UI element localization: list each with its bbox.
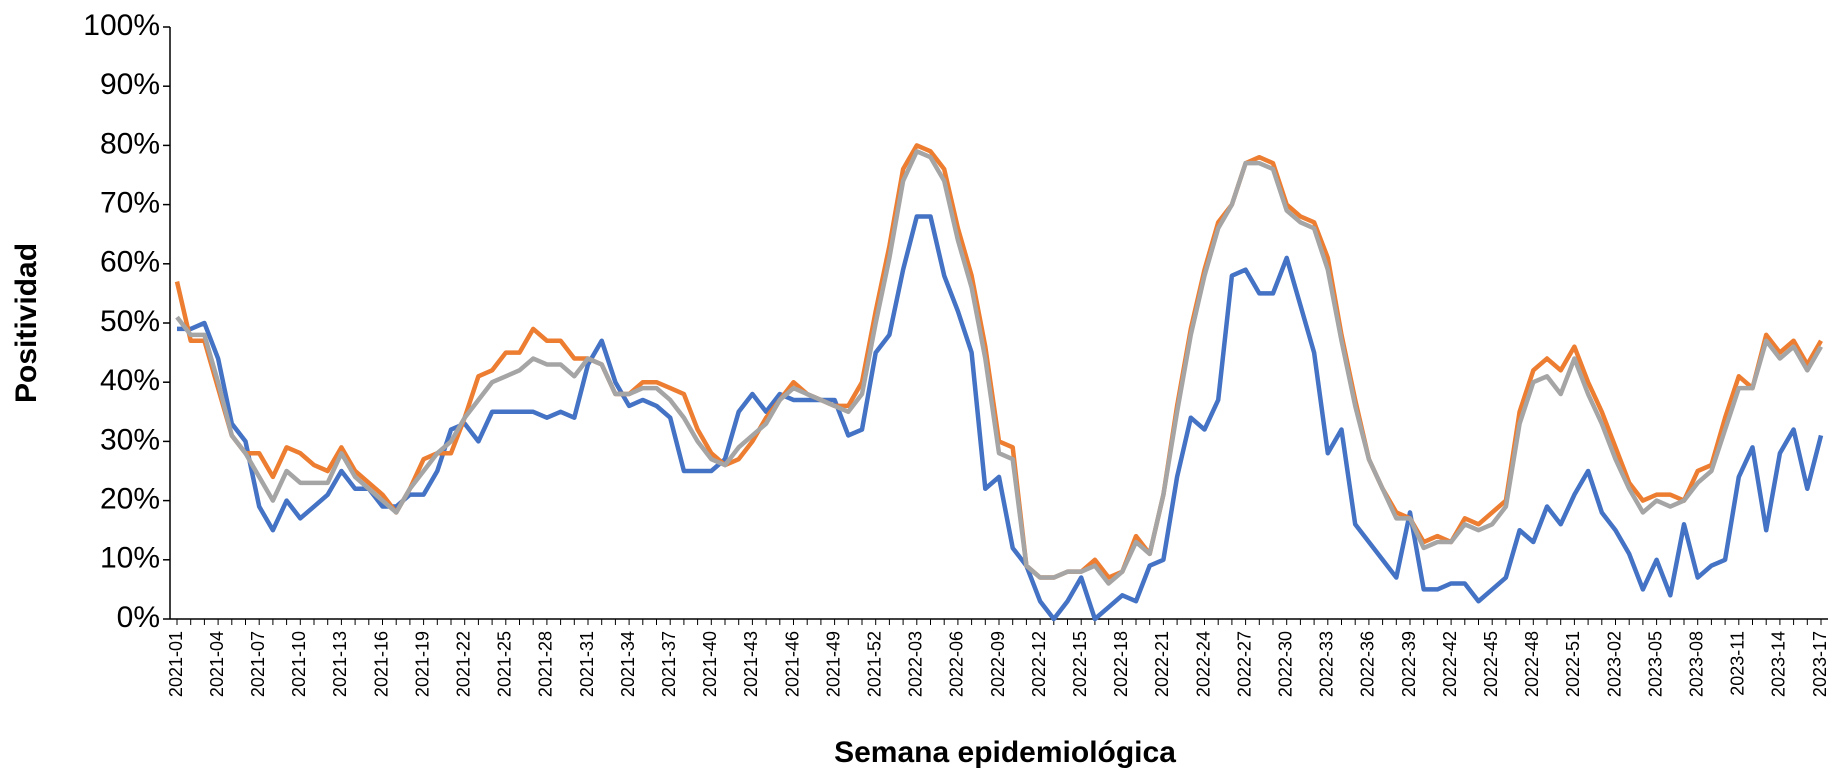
x-tick-label: 2021-04 bbox=[207, 631, 227, 697]
x-tick-label: 2021-19 bbox=[412, 631, 432, 697]
x-tick-label: 2022-09 bbox=[988, 631, 1008, 697]
x-tick-label: 2023-11 bbox=[1728, 631, 1748, 696]
x-tick-label: 2022-33 bbox=[1317, 631, 1337, 697]
y-tick-label: 100% bbox=[83, 9, 160, 42]
y-axis-title: Positividad bbox=[10, 243, 43, 403]
x-tick-label: 2021-52 bbox=[864, 631, 884, 697]
x-tick-label: 2023-02 bbox=[1604, 631, 1624, 697]
x-tick-label: 2021-25 bbox=[495, 631, 515, 697]
y-tick-label: 60% bbox=[100, 246, 160, 279]
x-tick-label: 2022-15 bbox=[1070, 631, 1090, 697]
x-tick-label: 2021-01 bbox=[166, 631, 186, 697]
x-tick-label: 2023-14 bbox=[1769, 631, 1789, 697]
x-tick-label: 2021-13 bbox=[330, 631, 350, 697]
x-tick-label: 2021-43 bbox=[741, 631, 761, 697]
x-tick-label: 2023-17 bbox=[1810, 631, 1828, 697]
x-tick-label: 2022-36 bbox=[1358, 631, 1378, 697]
x-tick-label: 2021-46 bbox=[782, 631, 802, 697]
x-tick-label: 2022-39 bbox=[1399, 631, 1419, 697]
x-tick-label: 2021-40 bbox=[700, 631, 720, 697]
x-tick-label: 2022-48 bbox=[1522, 631, 1542, 697]
y-tick-label: 50% bbox=[100, 305, 160, 338]
x-tick-label: 2022-03 bbox=[906, 631, 926, 697]
x-tick-label: 2023-08 bbox=[1686, 631, 1706, 697]
x-tick-label: 2022-45 bbox=[1481, 631, 1501, 697]
x-tick-label: 2022-21 bbox=[1152, 631, 1172, 697]
x-tick-label: 2022-24 bbox=[1193, 631, 1213, 697]
y-tick-label: 90% bbox=[100, 68, 160, 101]
y-tick-label: 10% bbox=[100, 542, 160, 575]
y-tick-label: 30% bbox=[100, 423, 160, 456]
x-tick-label: 2021-49 bbox=[823, 631, 843, 697]
x-tick-label: 2022-06 bbox=[947, 631, 967, 697]
y-tick-label: 80% bbox=[100, 127, 160, 160]
x-tick-label: 2021-10 bbox=[289, 631, 309, 697]
x-tick-label: 2021-34 bbox=[618, 631, 638, 697]
x-tick-label: 2022-51 bbox=[1563, 631, 1583, 697]
x-tick-label: 2023-05 bbox=[1645, 631, 1665, 697]
x-tick-label: 2021-22 bbox=[453, 631, 473, 697]
x-tick-label: 2022-42 bbox=[1440, 631, 1460, 697]
line-series bbox=[177, 214, 1824, 622]
y-tick-label: 40% bbox=[100, 364, 160, 397]
x-tick-label: 2022-18 bbox=[1111, 631, 1131, 697]
y-tick-label: 70% bbox=[100, 187, 160, 220]
x-tick-label: 2021-07 bbox=[248, 631, 268, 697]
x-tick-label: 2021-31 bbox=[577, 631, 597, 697]
x-tick-label: 2021-28 bbox=[536, 631, 556, 697]
x-tick-label: 2021-16 bbox=[371, 631, 391, 697]
y-tick-label: 20% bbox=[100, 483, 160, 516]
y-tick-label: 0% bbox=[117, 601, 160, 634]
x-tick-label: 2022-27 bbox=[1234, 631, 1254, 697]
x-tick-label: 2022-12 bbox=[1029, 631, 1049, 697]
x-tick-label: 2022-30 bbox=[1275, 631, 1295, 697]
line-series bbox=[175, 149, 1823, 586]
x-tick-label: 2021-37 bbox=[659, 631, 679, 697]
x-axis-title: Semana epidemiológica bbox=[834, 736, 1176, 769]
